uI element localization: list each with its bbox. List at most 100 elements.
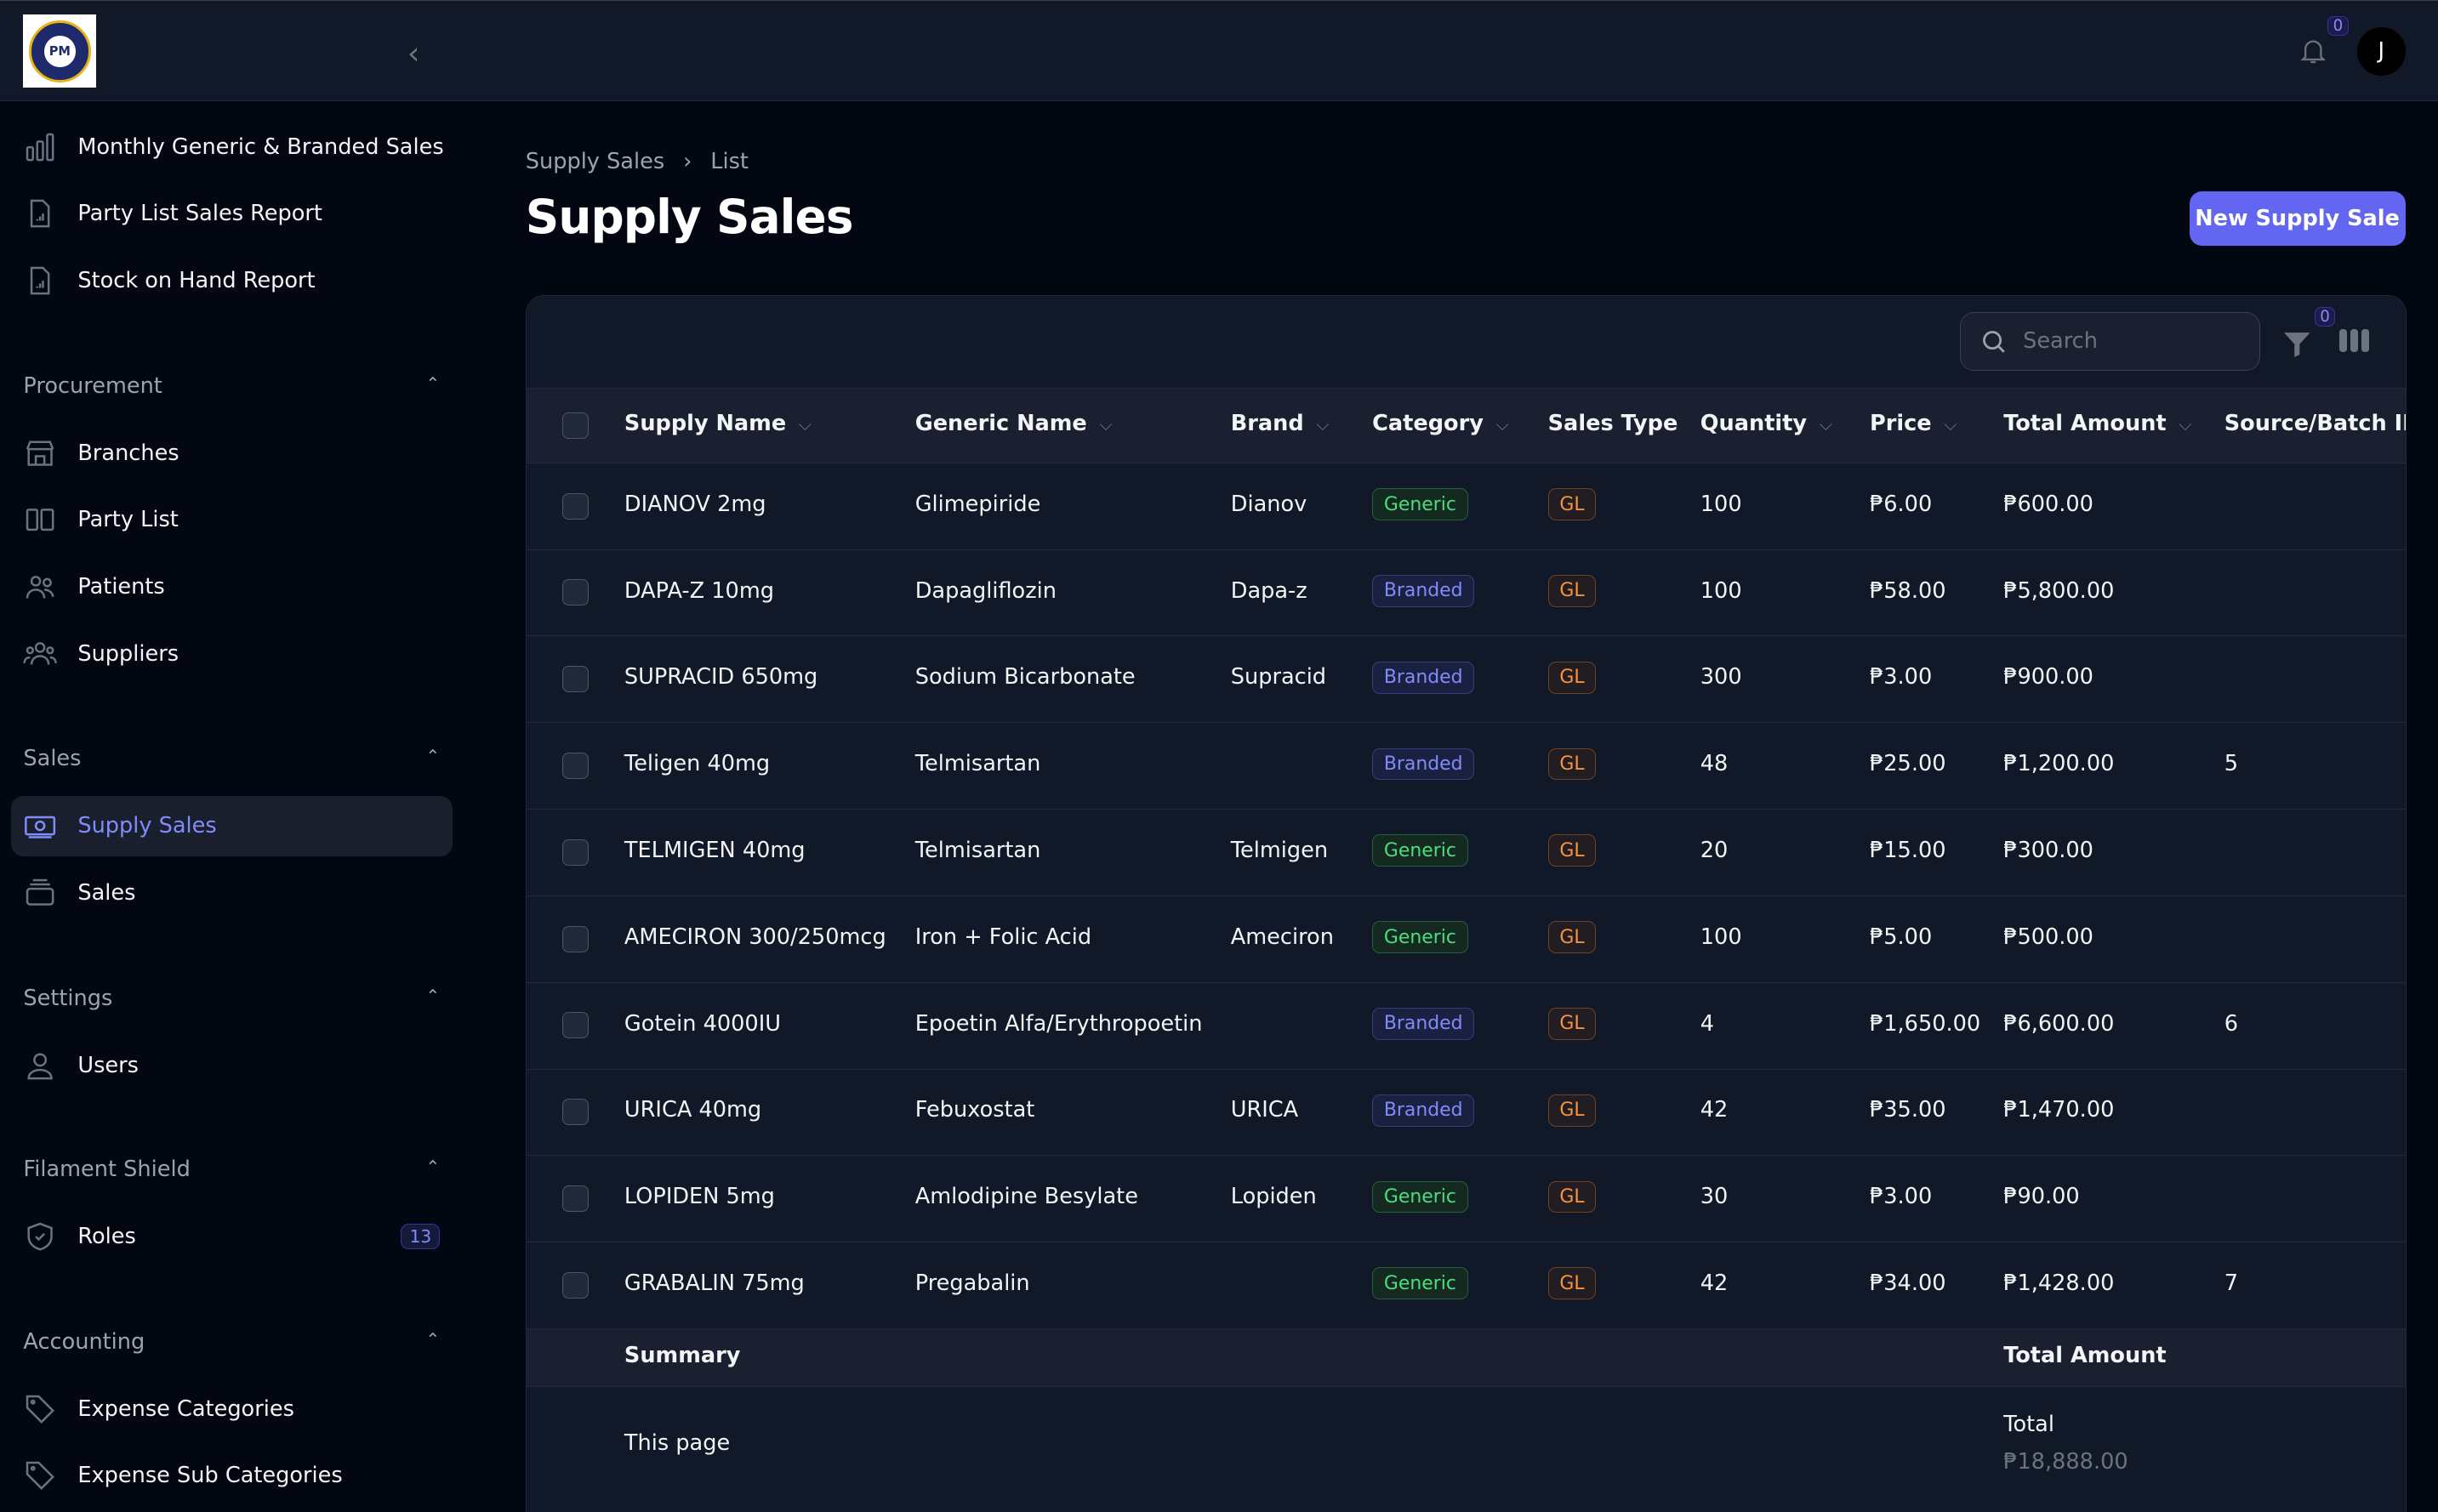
- cell-price: ₱15.00: [1870, 837, 1946, 863]
- sort-icon: ⌵: [1099, 413, 1113, 435]
- chevron-right-icon: ›: [683, 149, 692, 175]
- cell-generic: Febuxostat: [914, 1097, 1035, 1123]
- filter-icon[interactable]: [2281, 327, 2313, 359]
- sidebar-item-supply-sales[interactable]: Supply Sales: [10, 795, 453, 857]
- column-supply-name[interactable]: Supply Name ⌵: [624, 410, 812, 436]
- sidebar-item-branches[interactable]: Branches: [11, 423, 453, 483]
- row-checkbox[interactable]: [561, 753, 589, 780]
- select-all-checkbox[interactable]: [561, 412, 589, 439]
- summary-this-page-row: This page Total ₱18,888.00: [526, 1385, 2407, 1510]
- sidebar-item-sales[interactable]: Sales: [11, 862, 453, 923]
- company-logo[interactable]: PM: [23, 14, 97, 88]
- breadcrumb-supply-sales[interactable]: Supply Sales: [525, 149, 665, 175]
- chevron-up-icon: ⌃: [425, 372, 441, 394]
- cell-total: ₱1,200.00: [2003, 751, 2115, 777]
- layout-icon: [26, 509, 54, 531]
- group-filament-shield[interactable]: Filament Shield ⌃: [23, 1157, 440, 1182]
- table-row[interactable]: LOPIDEN 5mg Amlodipine Besylate Lopiden 30 ₱…: [526, 1155, 2407, 1242]
- new-supply-sale-button[interactable]: New Supply Sale: [2189, 190, 2406, 246]
- cell-generic: Epoetin Alfa/Erythropoetin: [914, 1010, 1203, 1037]
- table-row[interactable]: AMECIRON 300/250mcg Iron + Folic Acid Amec…: [526, 895, 2407, 982]
- cell-qty: 300: [1700, 664, 1742, 691]
- sidebar-item-stock-report[interactable]: Stock on Hand Report: [11, 250, 453, 310]
- collapse-sidebar-button[interactable]: ‹: [407, 35, 420, 72]
- table-row[interactable]: DAPA-Z 10mg Dapagliflozin Dapa-z 100 ₱58.00 ₱…: [526, 549, 2407, 636]
- group-sales[interactable]: Sales ⌃: [23, 746, 440, 771]
- group-procurement[interactable]: Procurement ⌃: [23, 373, 440, 399]
- sidebar-item-expense-categories[interactable]: Expense Categories: [11, 1378, 453, 1439]
- row-checkbox[interactable]: [561, 925, 589, 952]
- group-label: Filament Shield: [23, 1156, 191, 1182]
- category-badge: Generic: [1372, 488, 1468, 521]
- cell-qty: 42: [1700, 1270, 1729, 1297]
- sidebar-item-patients[interactable]: Patients: [11, 556, 453, 617]
- cell-qty: 42: [1700, 1097, 1729, 1123]
- cell-supply: AMECIRON 300/250mcg: [624, 924, 886, 950]
- cell-total: ₱1,428.00: [2003, 1270, 2115, 1297]
- row-checkbox[interactable]: [561, 492, 589, 520]
- sidebar-item-party-list[interactable]: Party List: [11, 490, 453, 550]
- category-badge: Branded: [1372, 747, 1475, 781]
- row-checkbox[interactable]: [561, 1185, 589, 1213]
- tag-icon: [26, 1462, 55, 1491]
- cell-supply: GRABALIN 75mg: [624, 1270, 805, 1297]
- cell-total: ₱300.00: [2003, 837, 2093, 863]
- shield-check-icon: [27, 1222, 54, 1251]
- cell-total: ₱6,600.00: [2003, 1010, 2115, 1037]
- search-input[interactable]: Search: [1960, 311, 2260, 371]
- cell-qty: 100: [1700, 491, 1742, 517]
- nav-label: Sales: [77, 880, 136, 907]
- column-generic-name[interactable]: Generic Name ⌵: [914, 410, 1113, 436]
- nav-label: Monthly Generic & Branded Sales: [77, 134, 444, 160]
- column-category[interactable]: Category ⌵: [1372, 410, 1509, 436]
- cell-source: 5: [2224, 751, 2239, 777]
- cell-qty: 100: [1700, 577, 1742, 604]
- nav-label: Party List: [77, 507, 179, 533]
- sidebar-item-expense-sub-categories[interactable]: Expense Sub Categories: [11, 1446, 453, 1506]
- group-accounting[interactable]: Accounting ⌃: [23, 1329, 440, 1355]
- table-row[interactable]: SUPRACID 650mg Sodium Bicarbonate Supracid…: [526, 635, 2407, 722]
- columns-toggle-icon[interactable]: [2338, 328, 2369, 353]
- bell-icon[interactable]: [2298, 35, 2329, 66]
- row-checkbox[interactable]: [561, 666, 589, 693]
- column-quantity[interactable]: Quantity ⌵: [1700, 410, 1832, 436]
- category-badge: Branded: [1372, 661, 1475, 694]
- sidebar-item-monthly-sales[interactable]: Monthly Generic & Branded Sales: [11, 117, 453, 177]
- table-row[interactable]: Teligen 40mg Telmisartan 48 ₱25.00 ₱1,200.00…: [526, 722, 2407, 809]
- sidebar-item-users[interactable]: Users: [11, 1035, 453, 1095]
- cell-total: ₱1,470.00: [2003, 1097, 2115, 1123]
- table-row[interactable]: DIANOV 2mg Glimepiride Dianov 100 ₱6.00 ₱600.…: [526, 462, 2407, 549]
- cell-brand: URICA: [1230, 1097, 1299, 1123]
- cell-generic: Iron + Folic Acid: [914, 924, 1092, 950]
- cell-total: ₱5,800.00: [2003, 577, 2115, 604]
- user-avatar[interactable]: J: [2356, 27, 2406, 76]
- sidebar-item-roles[interactable]: Roles 13: [11, 1206, 453, 1266]
- cell-source: 6: [2224, 1010, 2239, 1037]
- table-row[interactable]: URICA 40mg Febuxostat URICA 42 ₱35.00 ₱1,470.…: [526, 1068, 2407, 1156]
- row-checkbox[interactable]: [561, 1271, 589, 1299]
- column-total-amount[interactable]: Total Amount ⌵: [2003, 410, 2192, 436]
- cell-qty: 100: [1700, 924, 1742, 950]
- roles-count-badge: 13: [401, 1224, 441, 1249]
- sidebar-item-party-list-report[interactable]: Party List Sales Report: [11, 184, 453, 244]
- document-chart-icon: [31, 199, 50, 228]
- row-checkbox[interactable]: [561, 1012, 589, 1039]
- bar-chart-icon: [26, 133, 54, 162]
- table-row[interactable]: Gotein 4000IU Epoetin Alfa/Erythropoetin 4…: [526, 981, 2407, 1069]
- group-label: Accounting: [23, 1328, 145, 1355]
- sales-type-badge: GL: [1547, 1007, 1597, 1040]
- table-row[interactable]: TELMIGEN 40mg Telmisartan Telmigen 20 ₱15.00…: [526, 809, 2407, 895]
- column-brand[interactable]: Brand ⌵: [1230, 410, 1330, 436]
- cell-price: ₱58.00: [1870, 577, 1946, 604]
- row-checkbox[interactable]: [561, 1099, 589, 1126]
- category-badge: Generic: [1372, 1180, 1468, 1214]
- row-checkbox[interactable]: [561, 838, 589, 866]
- nav-label: Patients: [77, 573, 165, 600]
- column-price[interactable]: Price ⌵: [1870, 410, 1957, 436]
- sidebar-item-suppliers[interactable]: Suppliers: [11, 623, 453, 684]
- group-settings[interactable]: Settings ⌃: [23, 986, 440, 1011]
- sales-type-badge: GL: [1547, 747, 1597, 781]
- row-checkbox[interactable]: [561, 579, 589, 606]
- table-row[interactable]: GRABALIN 75mg Pregabalin 42 ₱34.00 ₱1,428.00…: [526, 1242, 2407, 1328]
- sales-type-badge: GL: [1547, 1267, 1597, 1300]
